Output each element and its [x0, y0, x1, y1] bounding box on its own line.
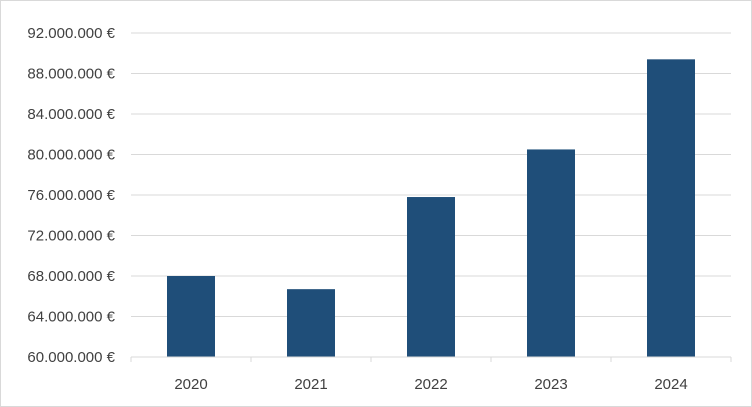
x-tick-label: 2020 [174, 376, 207, 393]
y-tick-label: 80.000.000 € [27, 147, 115, 164]
bar-2021 [287, 289, 335, 357]
y-tick-label: 68.000.000 € [27, 268, 115, 285]
x-tick-label: 2021 [294, 376, 327, 393]
y-tick-label: 64.000.000 € [27, 309, 115, 326]
bar-2020 [167, 276, 215, 357]
x-axis [130, 356, 732, 362]
x-tick-label: 2022 [414, 376, 447, 393]
x-tick-label: 2023 [534, 376, 567, 393]
y-tick-label: 76.000.000 € [27, 187, 115, 204]
x-axis-tick-labels: 2020 2021 2022 2023 2024 [174, 376, 687, 393]
bar-2022 [407, 197, 455, 357]
y-tick-label: 84.000.000 € [27, 106, 115, 123]
bar-2024 [647, 59, 695, 357]
y-axis-tick-labels: 60.000.000 € 64.000.000 € 68.000.000 € 72.0… [27, 25, 115, 366]
y-tick-label: 88.000.000 € [27, 66, 115, 83]
bar-2023 [527, 149, 575, 357]
x-tick-label: 2024 [654, 376, 687, 393]
y-tick-label: 60.000.000 € [27, 349, 115, 366]
y-tick-label: 92.000.000 € [27, 25, 115, 42]
bars [167, 59, 695, 357]
y-tick-label: 72.000.000 € [27, 228, 115, 245]
